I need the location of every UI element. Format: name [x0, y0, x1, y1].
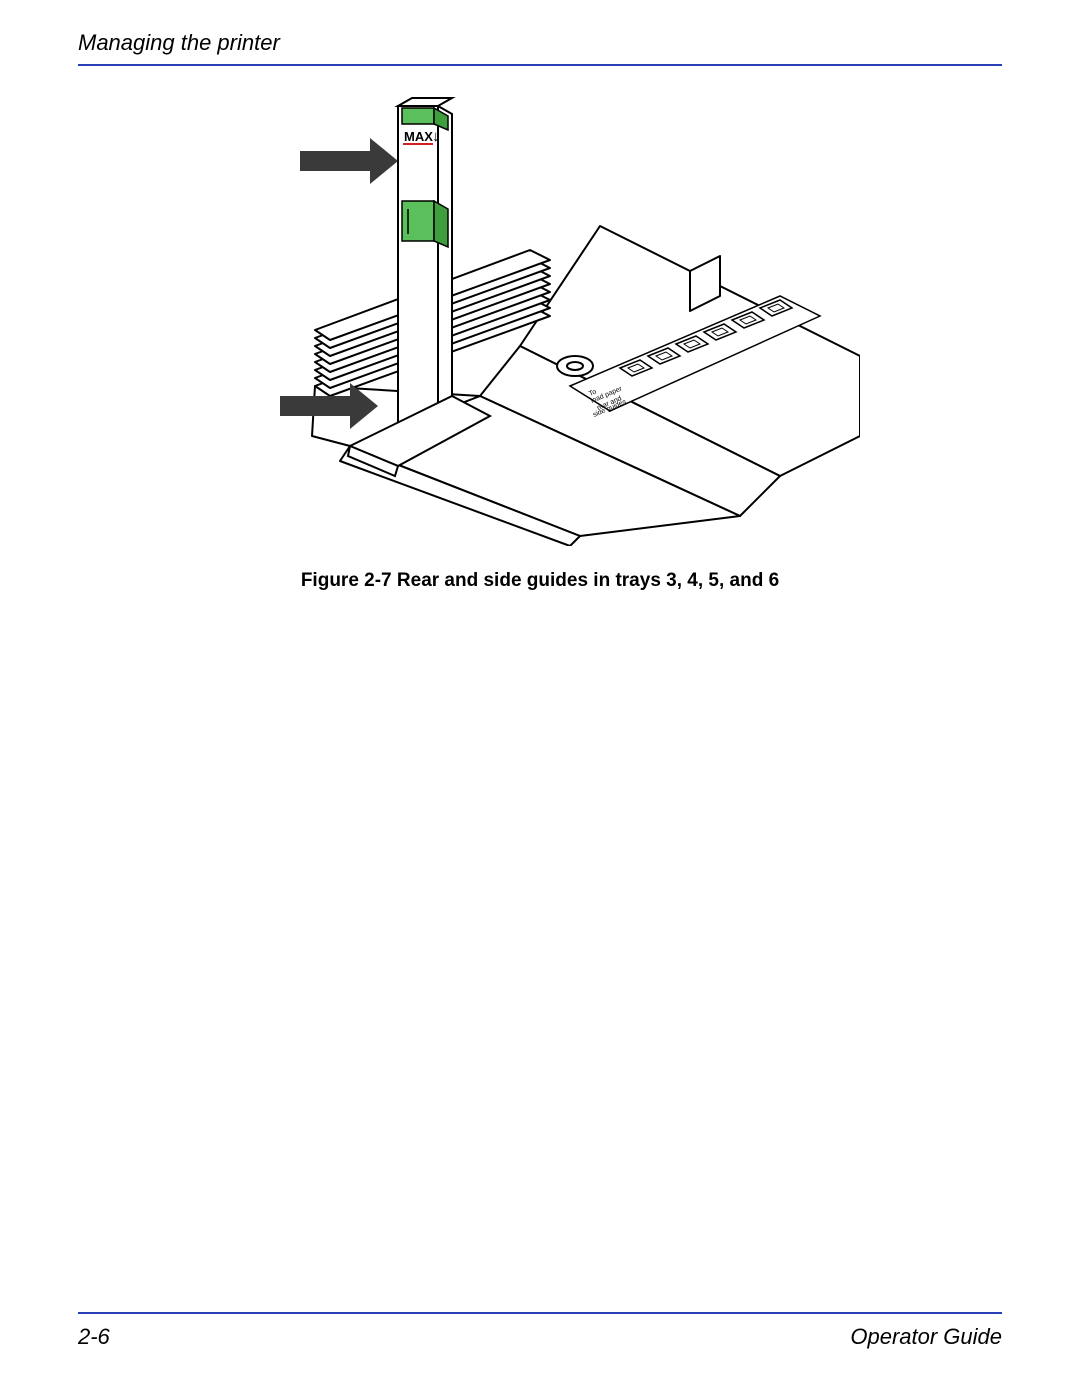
- max-label: MAX: [404, 129, 433, 144]
- figure-container: To load paper rear and side guides MAX ↓: [78, 96, 1002, 592]
- page-number: 2-6: [78, 1324, 110, 1350]
- page-header: Managing the printer: [78, 30, 1002, 66]
- section-title: Managing the printer: [78, 30, 1002, 56]
- tray-diagram: To load paper rear and side guides MAX ↓: [220, 96, 860, 546]
- page-footer: 2-6 Operator Guide: [78, 1312, 1002, 1350]
- max-arrow-down: ↓: [432, 128, 440, 145]
- arrow-top-icon: [300, 138, 398, 184]
- doc-title: Operator Guide: [850, 1324, 1002, 1350]
- figure-caption: Figure 2-7 Rear and side guides in trays…: [78, 570, 1002, 592]
